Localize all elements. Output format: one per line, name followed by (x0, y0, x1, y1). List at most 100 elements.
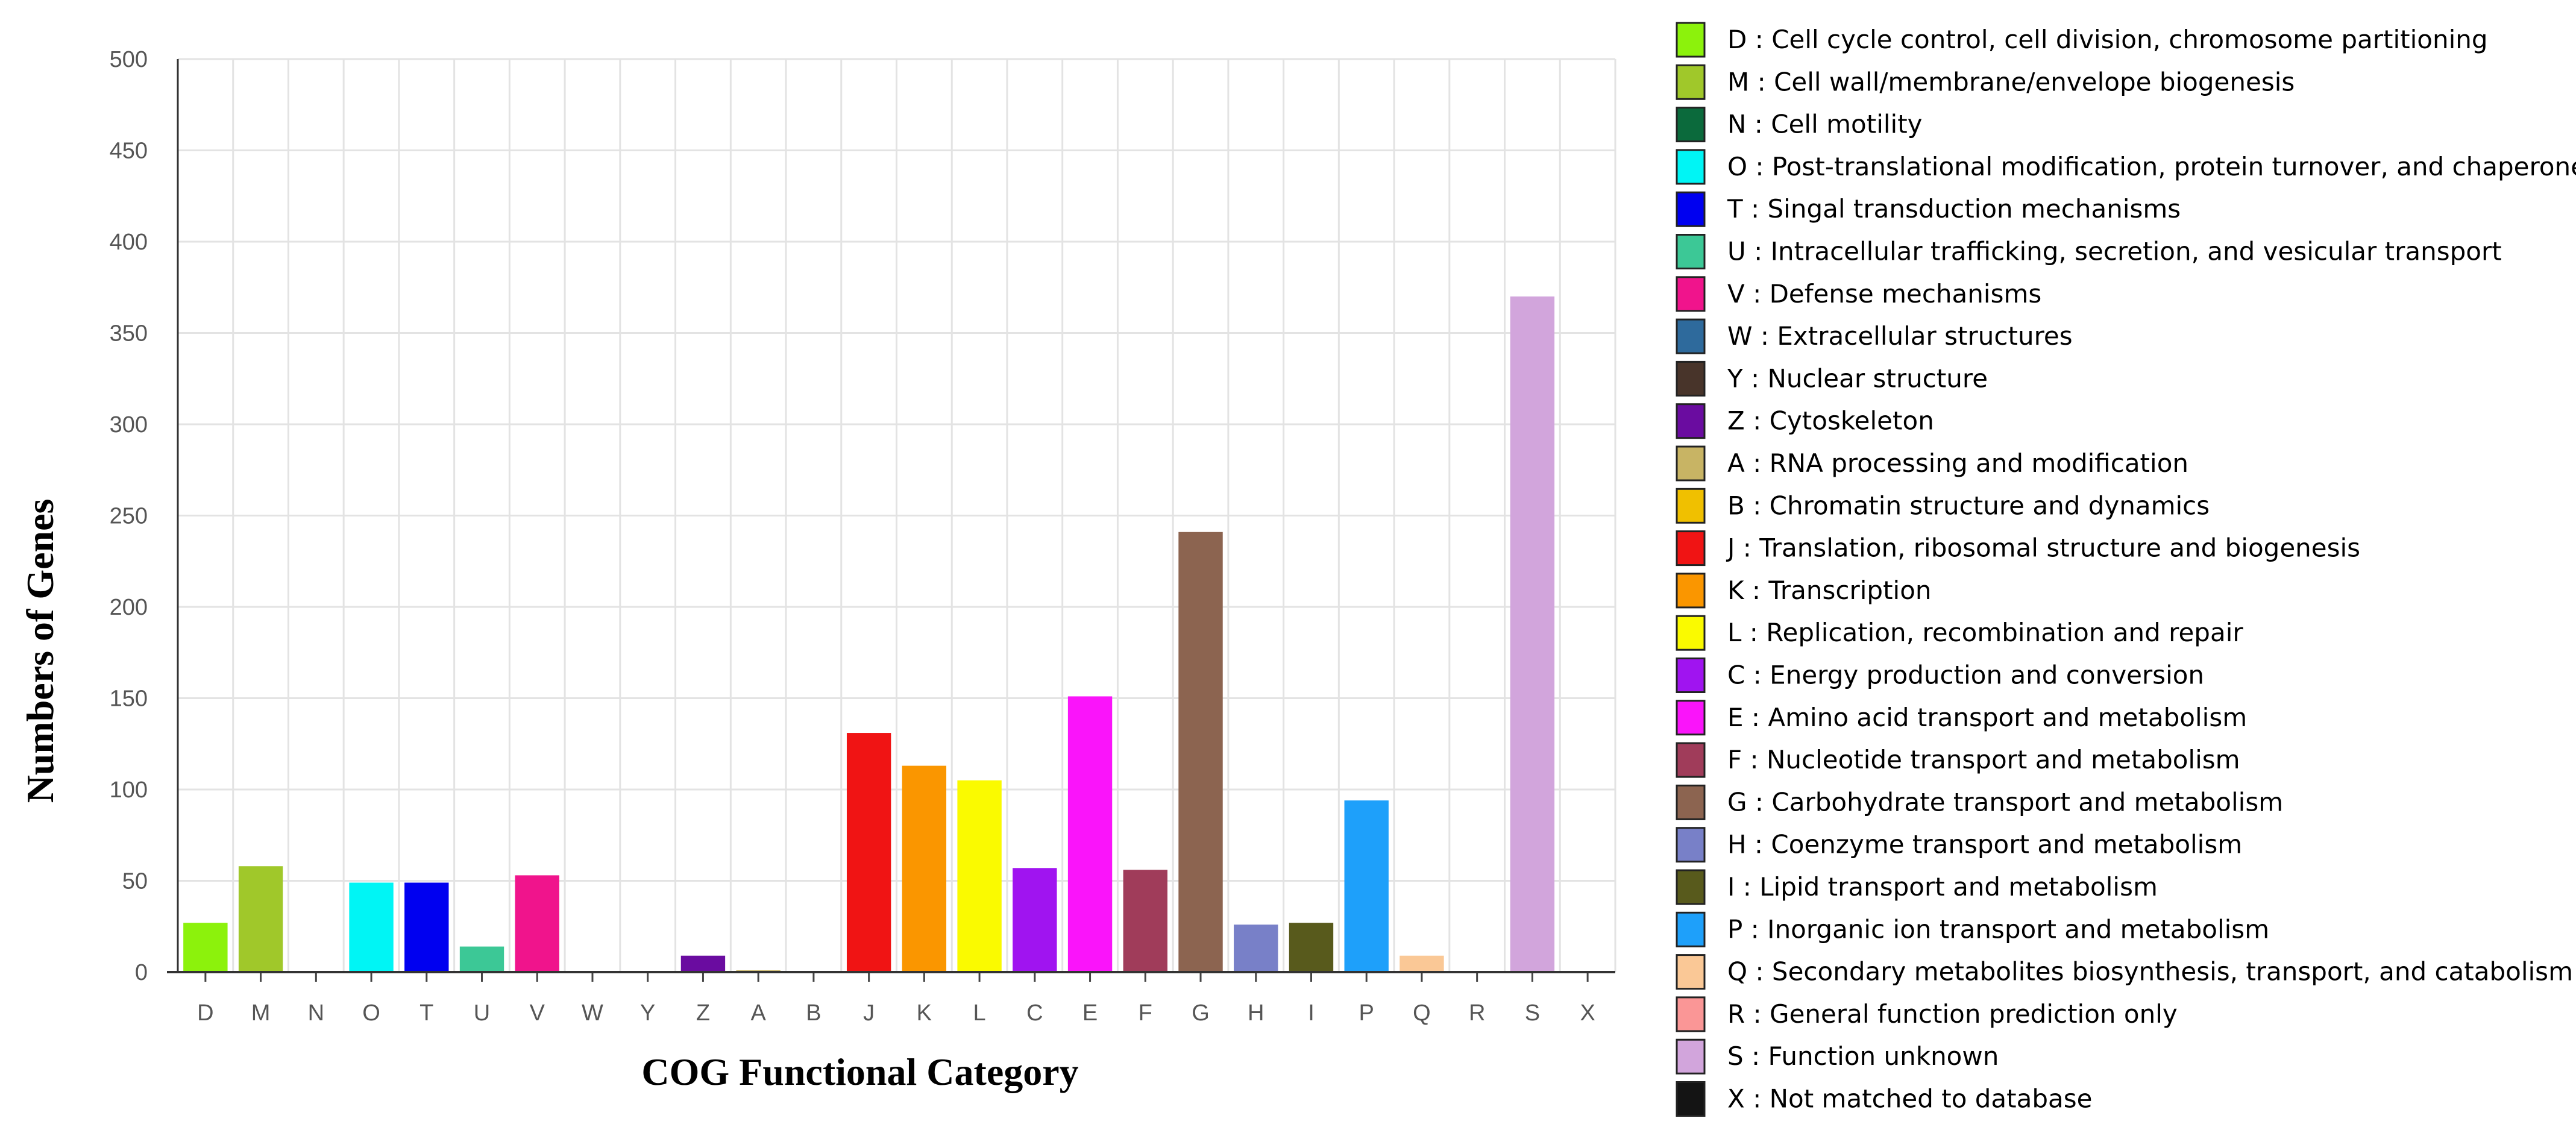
y-tick-label: 350 (110, 321, 148, 347)
legend-label-D: D : Cell cycle control, cell division, c… (1727, 25, 2488, 54)
y-tick-label: 200 (110, 595, 148, 620)
y-tick-label: 400 (110, 230, 148, 255)
legend-label-T: T : Singal transduction mechanisms (1727, 194, 2181, 224)
bar-E (1067, 696, 1113, 972)
legend-label-E: E : Amino acid transport and metabolism (1727, 703, 2247, 732)
x-tick-label-L: L (973, 1000, 986, 1026)
legend-label-A: A : RNA processing and modification (1727, 448, 2188, 478)
bar-L (957, 780, 1002, 972)
legend-label-I: I : Lipid transport and metabolism (1727, 872, 2158, 902)
legend-swatch-F (1676, 742, 1706, 778)
legend-swatch-D (1676, 22, 1706, 58)
bar-G (1178, 532, 1223, 972)
legend-swatch-Z (1676, 403, 1706, 439)
x-tick-label-W: W (582, 1000, 603, 1026)
legend-label-Y: Y : Nuclear structure (1727, 363, 1988, 393)
x-tick-label-E: E (1082, 1000, 1098, 1026)
legend-swatch-W (1676, 318, 1706, 354)
legend-swatch-B (1676, 488, 1706, 524)
bar-M (238, 866, 283, 972)
legend-swatch-H (1676, 827, 1706, 863)
legend-label-P: P : Inorganic ion transport and metaboli… (1727, 914, 2269, 944)
bar-Q (1400, 955, 1444, 972)
bar-K (902, 765, 947, 972)
y-tick-labels: 0 50 100 150 200 250 300 350 400 450 500 (110, 47, 148, 985)
axes (167, 59, 1615, 982)
legend-label-J: J : Translation, ribosomal structure and… (1726, 533, 2360, 563)
x-tick-label-U: U (474, 1000, 490, 1026)
legend-swatch-G (1676, 784, 1706, 820)
legend-swatch-T (1676, 191, 1706, 227)
y-tick-label: 250 (110, 504, 148, 529)
x-tick-label-A: A (750, 1000, 766, 1026)
legend-label-Z: Z : Cytoskeleton (1727, 406, 1934, 436)
y-tick-label: 100 (110, 777, 148, 803)
legend-swatch-A (1676, 445, 1706, 482)
legend-swatch-C (1676, 658, 1706, 693)
legend-swatch-X (1676, 1081, 1706, 1117)
legend-label-O: O : Post-translational modification, pro… (1727, 152, 2576, 181)
y-tick-label: 50 (122, 869, 148, 894)
x-tick-label-T: T (419, 1000, 433, 1026)
x-tick-label-S: S (1525, 1000, 1540, 1026)
x-tick-label-M: M (251, 1000, 271, 1026)
x-tick-label-Z: Z (696, 1000, 710, 1026)
legend-swatch-P (1676, 911, 1706, 947)
y-tick-label: 500 (110, 47, 148, 72)
x-tick-label-R: R (1469, 1000, 1485, 1026)
legend-swatch-L (1676, 615, 1706, 651)
x-tick-label-G: G (1192, 1000, 1210, 1026)
y-tick-label: 300 (110, 412, 148, 438)
bars (183, 296, 1555, 972)
y-axis-title: Numbers of Genes (19, 499, 61, 803)
bar-S (1510, 296, 1555, 972)
legend-swatch-U (1676, 234, 1706, 269)
legend-swatch-Y (1676, 360, 1706, 397)
legend-swatch-M (1676, 64, 1706, 100)
legend-label-W: W : Extracellular structures (1727, 321, 2073, 351)
legend-label-M: M : Cell wall/membrane/envelope biogenes… (1727, 67, 2295, 96)
legend-label-F: F : Nucleotide transport and metabolism (1727, 745, 2240, 774)
bar-Z (680, 955, 726, 972)
legend-label-C: C : Energy production and conversion (1727, 661, 2204, 690)
x-tick-label-Q: Q (1413, 1000, 1431, 1026)
bar-T (404, 882, 449, 972)
x-axis-title: COG Functional Category (641, 1050, 1078, 1093)
x-tick-label-P: P (1359, 1000, 1374, 1026)
x-tick-label-X: X (1580, 1000, 1595, 1026)
legend-swatch-R (1676, 996, 1706, 1032)
x-tick-label-K: K (917, 1000, 932, 1026)
legend-swatch-O (1676, 149, 1706, 185)
bar-P (1344, 800, 1389, 972)
legend: D : Cell cycle control, cell division, c… (1676, 22, 2576, 1117)
x-tick-label-O: O (362, 1000, 380, 1026)
legend-label-V: V : Defense mechanisms (1727, 279, 2041, 309)
x-tick-label-V: V (530, 1000, 545, 1026)
legend-swatch-S (1676, 1038, 1706, 1075)
bar-U (459, 946, 504, 972)
bar-C (1013, 868, 1057, 972)
x-tick-label-F: F (1139, 1000, 1152, 1026)
y-tick-label: 0 (135, 960, 148, 985)
x-tick-label-C: C (1026, 1000, 1043, 1026)
x-tick-label-H: H (1248, 1000, 1264, 1026)
legend-swatch-E (1676, 700, 1706, 736)
bar-H (1234, 924, 1278, 972)
y-tick-label: 150 (110, 686, 148, 712)
legend-label-X: X : Not matched to database (1727, 1084, 2092, 1114)
y-tick-label: 450 (110, 139, 148, 164)
bar-F (1123, 870, 1167, 972)
x-tick-label-D: D (197, 1000, 213, 1026)
legend-label-H: H : Coenzyme transport and metabolism (1727, 830, 2242, 859)
legend-label-N: N : Cell motility (1727, 110, 1923, 139)
bar-I (1289, 923, 1334, 972)
legend-swatch-J (1676, 530, 1706, 567)
legend-swatch-I (1676, 869, 1706, 905)
legend-label-G: G : Carbohydrate transport and metabolis… (1727, 787, 2283, 817)
x-tick-label-J: J (863, 1000, 875, 1026)
legend-label-S: S : Function unknown (1727, 1041, 1999, 1071)
bar-O (349, 882, 394, 972)
legend-label-K: K : Transcription (1727, 576, 1932, 605)
legend-swatch-N (1676, 107, 1706, 143)
